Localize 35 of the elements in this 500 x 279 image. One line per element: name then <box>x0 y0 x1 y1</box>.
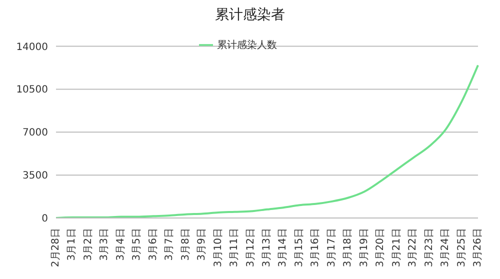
x-tick-label: 3月13日 <box>262 228 272 268</box>
y-tick-label: 14000 <box>16 42 48 53</box>
x-tick-label: 3月19日 <box>358 228 370 268</box>
y-tick-label: 10500 <box>16 84 48 96</box>
chart-title: 累计感染者 <box>214 6 286 25</box>
line-series <box>55 64 479 218</box>
x-tick-label: 3月3日 <box>99 228 110 261</box>
x-tick-label: 3月17日 <box>326 228 338 268</box>
x-tick-label: 3月16日 <box>310 228 322 268</box>
y-tick-label: 3500 <box>22 170 48 182</box>
x-tick-label: 3月20日 <box>375 228 386 268</box>
x-tick-label: 3月24日 <box>440 228 452 268</box>
x-tick-label: 3月22日 <box>408 228 419 268</box>
x-tick-label: 3月2日 <box>82 228 94 261</box>
x-tick-label: 3月9日 <box>196 228 208 261</box>
x-tick-label: 3月5日 <box>132 228 143 261</box>
x-tick-label: 3月15日 <box>294 228 305 268</box>
x-tick-label: 3月21日 <box>391 228 402 268</box>
x-tick-label: 3月7日 <box>164 228 176 261</box>
x-tick-label: 3月11日 <box>229 228 240 268</box>
x-tick-label: 3月14日 <box>278 228 289 268</box>
x-tick-label: 3月1日 <box>66 228 78 261</box>
x-tick-label: 3月26日 <box>472 228 484 268</box>
x-tick-label: 3月4日 <box>115 228 126 261</box>
x-tick-label: 3月10日 <box>212 228 224 268</box>
y-tick-label: 0 <box>42 214 48 225</box>
x-tick-label: 3月12日 <box>245 228 256 268</box>
x-tick-label: 2月28日 <box>50 228 62 268</box>
x-tick-label: 3月8日 <box>180 228 192 261</box>
legend-label: 累计感染人数 <box>217 40 277 51</box>
y-tick-label: 7000 <box>22 128 48 139</box>
x-tick-label: 3月25日 <box>456 228 468 268</box>
x-tick-label: 3月6日 <box>148 228 159 261</box>
x-tick-label: 3月23日 <box>424 228 435 268</box>
x-tick-label: 3月18日 <box>342 228 354 268</box>
